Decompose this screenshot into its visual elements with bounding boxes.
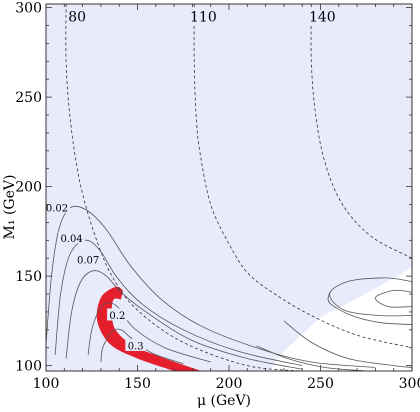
dashed-contour-80 [65, 4, 303, 371]
contour-label-bg [125, 338, 146, 351]
contour-label-bg [58, 231, 86, 244]
solid-contour-0.2 [87, 302, 211, 363]
solid-contour-extra-9 [327, 292, 412, 325]
x-axis-label: μ (GeV) [197, 393, 251, 409]
y-tick-label-100: 100 [15, 359, 42, 375]
x-tick-label-250: 250 [307, 376, 334, 392]
dash-label-140: 140 [309, 10, 336, 26]
contour-label-bg [46, 201, 71, 214]
dash-label-bg [307, 7, 337, 24]
shaded-region [46, 4, 412, 371]
y-axis-label: M₁ (GeV) [2, 175, 18, 240]
solid-contour-extra-5 [256, 345, 367, 371]
solid-contour-0.3 [100, 328, 184, 365]
contour-label-bg [74, 253, 102, 266]
x-tick-label-200: 200 [216, 376, 243, 392]
y-tick-label-150: 150 [15, 269, 42, 285]
x-tick-label-150: 150 [124, 376, 151, 392]
solid-contour-extra-7 [329, 277, 412, 317]
dashed-contour-110 [193, 4, 412, 349]
contour-label-bg [107, 308, 128, 321]
solid-contour-extra-8 [374, 289, 412, 308]
red-band [96, 286, 202, 371]
y-tick-label-250: 250 [15, 90, 42, 106]
solid-contour-0.04 [54, 239, 303, 366]
dash-label-80: 80 [68, 10, 86, 26]
contour-label-0.2: 0.2 [109, 311, 125, 322]
x-tick-label-100: 100 [33, 376, 60, 392]
solid-contour-0.02 [46, 205, 376, 368]
y-tick-label-200: 200 [15, 180, 42, 196]
solid-contour-extra-6 [283, 320, 412, 368]
dashed-contour-140 [310, 4, 412, 259]
dash-label-bg [188, 7, 218, 24]
contour-label-0.3: 0.3 [128, 341, 144, 352]
contour-label-0.04: 0.04 [60, 234, 82, 245]
contour-label-0.02: 0.02 [46, 204, 68, 215]
y-tick-label-300: 300 [15, 1, 42, 17]
solid-contour-0.07 [65, 270, 303, 370]
contour-label-0.07: 0.07 [77, 256, 99, 267]
dash-label-bg [67, 7, 88, 24]
x-tick-label-300: 300 [399, 376, 420, 392]
dash-label-110: 110 [190, 10, 217, 26]
